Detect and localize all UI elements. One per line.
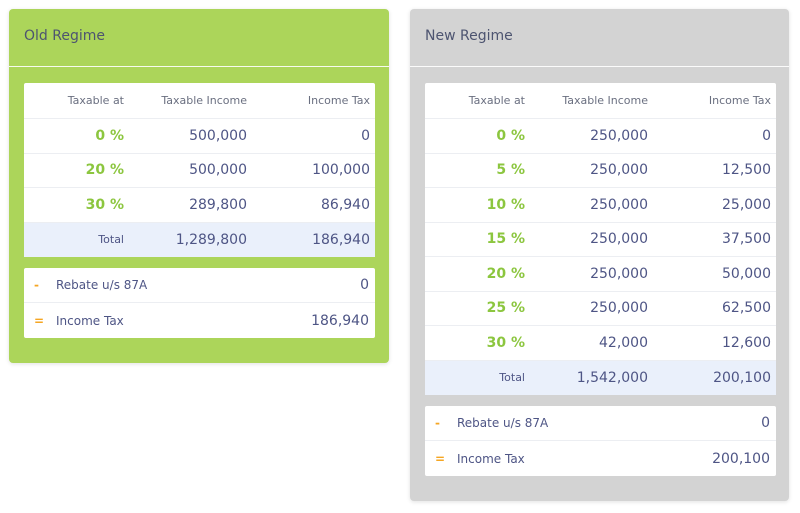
new-slab-table: Taxable at Taxable Income Income Tax 0 % 250… bbox=[425, 83, 776, 395]
tax-rate: 30 % bbox=[85, 196, 124, 213]
tax-rate: 20 % bbox=[486, 265, 525, 282]
table-row: 10 % 250,000 25,000 bbox=[425, 188, 776, 223]
income-tax: 86,940 bbox=[321, 196, 370, 213]
taxable-income: 500,000 bbox=[189, 127, 247, 144]
taxable-income: 250,000 bbox=[590, 265, 648, 282]
tax-rate: 10 % bbox=[486, 196, 525, 213]
total-tax: 200,100 bbox=[713, 369, 771, 386]
income-tax-row: = Income Tax 186,940 bbox=[24, 303, 375, 338]
tax-rate: 15 % bbox=[486, 231, 525, 248]
tax-rate: 25 % bbox=[486, 300, 525, 317]
income-tax: 37,500 bbox=[722, 231, 771, 248]
income-tax: 0 bbox=[762, 127, 771, 144]
old-regime-card: Old Regime Taxable at Taxable Income Incom… bbox=[9, 9, 389, 363]
summary-label: Income Tax bbox=[457, 451, 525, 466]
income-tax: 25,000 bbox=[722, 196, 771, 213]
table-row: 25 % 250,000 62,500 bbox=[425, 292, 776, 326]
equals-icon: = bbox=[435, 451, 446, 466]
col-taxable-at: Taxable at bbox=[67, 94, 124, 107]
taxable-income: 42,000 bbox=[599, 334, 648, 351]
income-tax: 0 bbox=[361, 127, 370, 144]
table-row: 15 % 250,000 37,500 bbox=[425, 223, 776, 257]
rebate-row: - Rebate u/s 87A 0 bbox=[425, 406, 776, 441]
tax-rate: 0 % bbox=[95, 127, 124, 144]
income-tax: 62,500 bbox=[722, 300, 771, 317]
total-label: Total bbox=[499, 371, 525, 385]
table-row: 20 % 250,000 50,000 bbox=[425, 257, 776, 292]
minus-icon: - bbox=[34, 278, 39, 292]
tax-rate: 20 % bbox=[85, 162, 124, 179]
total-income: 1,289,800 bbox=[175, 231, 247, 248]
table-row: 0 % 500,000 0 bbox=[24, 119, 375, 154]
income-tax: 50,000 bbox=[722, 265, 771, 282]
taxable-income: 289,800 bbox=[189, 196, 247, 213]
income-tax: 100,000 bbox=[312, 162, 370, 179]
summary-label: Income Tax bbox=[56, 313, 124, 328]
tax-rate: 30 % bbox=[486, 334, 525, 351]
card-title: Old Regime bbox=[9, 9, 389, 67]
total-label: Total bbox=[98, 233, 124, 247]
taxable-income: 250,000 bbox=[590, 231, 648, 248]
col-income-tax: Income Tax bbox=[708, 94, 771, 107]
rebate-row: - Rebate u/s 87A 0 bbox=[24, 268, 375, 303]
col-taxable-income: Taxable Income bbox=[562, 94, 648, 107]
summary-label: Rebate u/s 87A bbox=[457, 416, 549, 430]
taxable-income: 250,000 bbox=[590, 162, 648, 179]
new-summary: - Rebate u/s 87A 0 = Income Tax 200,100 bbox=[425, 406, 776, 476]
total-income: 1,542,000 bbox=[576, 369, 648, 386]
taxable-income: 250,000 bbox=[590, 300, 648, 317]
total-tax: 186,940 bbox=[312, 231, 370, 248]
tax-rate: 0 % bbox=[496, 127, 525, 144]
col-taxable-at: Taxable at bbox=[468, 94, 525, 107]
income-tax: 12,600 bbox=[722, 334, 771, 351]
taxable-income: 250,000 bbox=[590, 127, 648, 144]
tax-rate: 5 % bbox=[496, 162, 525, 179]
col-taxable-income: Taxable Income bbox=[161, 94, 247, 107]
table-row: 0 % 250,000 0 bbox=[425, 119, 776, 154]
table-row: 30 % 289,800 86,940 bbox=[24, 188, 375, 223]
summary-value: 186,940 bbox=[311, 312, 369, 329]
income-tax: 12,500 bbox=[722, 162, 771, 179]
table-row: 30 % 42,000 12,600 bbox=[425, 326, 776, 361]
summary-value: 0 bbox=[761, 415, 770, 431]
new-regime-card: New Regime Taxable at Taxable Income Incom… bbox=[410, 9, 789, 501]
taxable-income: 250,000 bbox=[590, 196, 648, 213]
table-row: 5 % 250,000 12,500 bbox=[425, 154, 776, 188]
taxable-income: 500,000 bbox=[189, 162, 247, 179]
summary-value: 200,100 bbox=[712, 450, 770, 467]
old-summary: - Rebate u/s 87A 0 = Income Tax 186,940 bbox=[24, 268, 375, 338]
income-tax-row: = Income Tax 200,100 bbox=[425, 441, 776, 476]
table-header: Taxable at Taxable Income Income Tax bbox=[425, 83, 776, 119]
col-income-tax: Income Tax bbox=[307, 94, 370, 107]
total-row: Total 1,289,800 186,940 bbox=[24, 222, 375, 257]
table-row: 20 % 500,000 100,000 bbox=[24, 154, 375, 188]
card-title: New Regime bbox=[410, 9, 789, 67]
minus-icon: - bbox=[435, 416, 440, 430]
total-row: Total 1,542,000 200,100 bbox=[425, 360, 776, 395]
summary-label: Rebate u/s 87A bbox=[56, 278, 148, 292]
summary-value: 0 bbox=[360, 277, 369, 293]
table-header: Taxable at Taxable Income Income Tax bbox=[24, 83, 375, 119]
equals-icon: = bbox=[34, 313, 45, 328]
old-slab-table: Taxable at Taxable Income Income Tax 0 % 500… bbox=[24, 83, 375, 257]
